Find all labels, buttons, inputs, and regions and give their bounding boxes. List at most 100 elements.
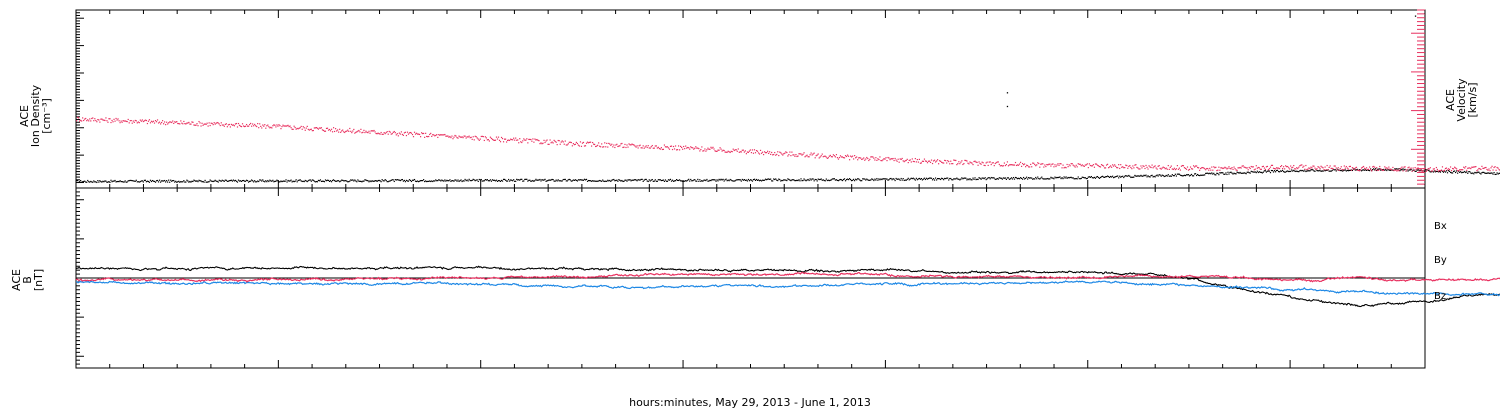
density-point: [1322, 170, 1324, 172]
density-point: [102, 180, 104, 182]
density-point: [1157, 175, 1159, 177]
velocity-point: [253, 125, 255, 127]
velocity-point: [1221, 167, 1223, 169]
velocity-point: [934, 161, 937, 163]
density-point: [1133, 176, 1135, 178]
density-point: [1284, 171, 1286, 173]
velocity-point: [476, 137, 478, 139]
density-point: [1155, 175, 1157, 177]
density-point: [1317, 170, 1319, 172]
velocity-point: [277, 125, 279, 127]
density-point: [831, 178, 833, 180]
density-point: [668, 179, 671, 181]
velocity-point: [396, 133, 398, 135]
velocity-point: [179, 123, 181, 125]
density-point: [1265, 171, 1268, 173]
density-point: [494, 180, 497, 182]
density-point: [1110, 175, 1112, 178]
density-point: [788, 178, 790, 181]
density-point: [992, 177, 994, 179]
density-point: [715, 180, 717, 182]
density-point: [720, 178, 722, 180]
velocity-point: [1156, 168, 1158, 170]
density-point: [285, 179, 287, 181]
density-point: [994, 178, 996, 181]
density-point: [263, 180, 265, 182]
density-point: [459, 180, 461, 182]
density-point: [1216, 172, 1218, 174]
velocity-point: [778, 154, 780, 157]
velocity-point: [372, 130, 374, 132]
density-point: [1044, 178, 1046, 180]
velocity-point: [1085, 164, 1087, 166]
density-point: [829, 179, 831, 181]
velocity-point: [509, 139, 511, 142]
velocity-point: [1034, 163, 1036, 166]
density-point: [1006, 92, 1009, 94]
density-point: [262, 179, 264, 181]
density-point: [1287, 170, 1289, 172]
velocity-point: [221, 124, 223, 126]
velocity-point: [669, 145, 672, 148]
velocity-point: [1032, 162, 1034, 164]
density-point: [679, 179, 681, 181]
velocity-point: [784, 152, 786, 154]
density-point: [547, 179, 549, 182]
density-point: [1014, 176, 1017, 179]
velocity-point: [111, 119, 113, 122]
density-point: [443, 180, 445, 182]
velocity-point: [885, 157, 887, 159]
density-point: [1104, 176, 1107, 178]
density-point: [1167, 174, 1169, 176]
density-point: [1026, 176, 1028, 178]
velocity-point: [562, 141, 564, 143]
velocity-point: [127, 118, 129, 121]
density-point: [621, 179, 623, 182]
velocity-point: [783, 153, 785, 155]
density-point: [1345, 170, 1347, 172]
velocity-point: [775, 154, 777, 156]
velocity-point: [837, 158, 840, 160]
density-point: [291, 181, 293, 183]
density-point: [210, 180, 212, 182]
density-point: [1008, 178, 1011, 180]
density-point: [1095, 176, 1098, 178]
velocity-point: [102, 119, 104, 121]
velocity-point: [147, 120, 150, 122]
velocity-point: [1429, 167, 1431, 169]
velocity-point: [492, 139, 495, 141]
velocity-point: [1039, 166, 1041, 168]
density-point: [800, 178, 802, 180]
velocity-point: [1202, 166, 1204, 169]
density-point: [899, 179, 901, 181]
velocity-point: [867, 157, 869, 160]
velocity-point: [148, 119, 151, 121]
density-point: [1100, 176, 1103, 178]
density-point: [887, 179, 889, 181]
density-point: [751, 180, 754, 182]
velocity-point: [364, 131, 366, 134]
density-point: [808, 179, 810, 182]
velocity-point: [378, 133, 380, 135]
velocity-point: [696, 147, 698, 149]
velocity-point: [1438, 169, 1441, 172]
velocity-point: [130, 119, 132, 122]
density-point: [1497, 173, 1499, 175]
density-point: [175, 180, 177, 182]
velocity-point: [1148, 165, 1150, 167]
velocity-point: [546, 139, 548, 141]
velocity-point: [1411, 170, 1413, 172]
density-point: [1312, 169, 1314, 171]
velocity-point: [908, 159, 910, 162]
velocity-point: [1186, 166, 1189, 168]
density-point: [524, 178, 526, 181]
density-point: [1487, 172, 1489, 174]
density-point: [935, 179, 938, 181]
density-point: [995, 178, 997, 180]
velocity-point: [1136, 166, 1138, 169]
density-point: [218, 179, 220, 181]
velocity-point: [183, 120, 185, 123]
density-point: [1494, 173, 1496, 176]
velocity-point: [486, 139, 488, 141]
velocity-point: [1427, 167, 1429, 170]
